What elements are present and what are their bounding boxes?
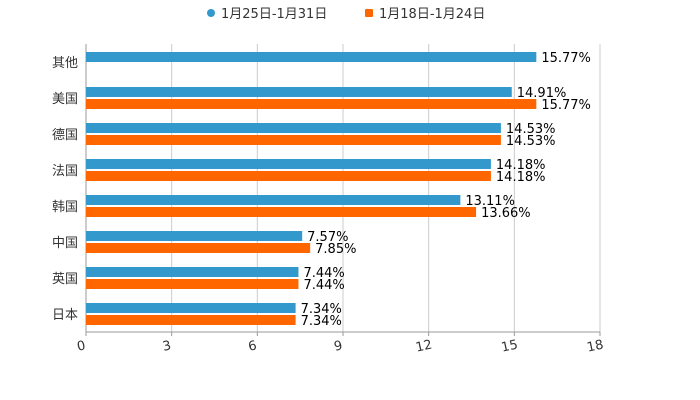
value-label-series-2: 14.53% — [506, 134, 556, 149]
bar-series-1 — [86, 231, 303, 241]
bar-series-2 — [86, 99, 537, 109]
value-label-series-1: 7.44% — [303, 266, 344, 281]
value-label-series-2: 7.44% — [303, 278, 344, 293]
x-tick-label: 6 — [247, 338, 258, 354]
category-label: 其他 — [52, 56, 78, 71]
bars — [86, 52, 537, 325]
x-tick-label: 0 — [76, 338, 87, 354]
category-label: 法国 — [52, 164, 78, 179]
bar-series-1 — [86, 123, 501, 133]
value-label-series-2: 13.66% — [481, 206, 531, 221]
category-label: 英国 — [52, 272, 78, 287]
bar-series-2 — [86, 279, 299, 289]
category-label: 德国 — [52, 128, 78, 143]
bar-series-1 — [86, 195, 461, 205]
bar-series-2 — [86, 315, 296, 325]
bar-series-2 — [86, 171, 491, 181]
bar-series-2 — [86, 243, 311, 253]
bar-series-1 — [86, 87, 512, 97]
bar-series-1 — [86, 159, 491, 169]
value-label-series-1: 7.57% — [307, 230, 348, 245]
value-label-series-2: 7.85% — [315, 242, 356, 257]
legend-marker-series-1 — [207, 9, 215, 17]
value-label-series-2: 7.34% — [301, 314, 342, 329]
category-label: 韩国 — [52, 200, 78, 215]
x-tick-label: 15 — [500, 338, 519, 356]
bar-series-1 — [86, 303, 296, 313]
value-labels: 15.77%14.91%15.77%14.53%14.53%14.18%14.1… — [301, 51, 591, 329]
value-label-series-1: 13.11% — [465, 194, 515, 209]
value-label-series-2: 15.77% — [541, 98, 591, 113]
x-tick-label: 9 — [333, 338, 344, 354]
value-label-series-1: 14.53% — [506, 122, 556, 137]
bar-series-2 — [86, 207, 477, 217]
category-label: 日本 — [52, 308, 78, 323]
x-tick-label: 12 — [414, 338, 433, 356]
x-tick-label: 18 — [586, 338, 605, 356]
category-label: 中国 — [52, 236, 78, 251]
bar-series-2 — [86, 135, 501, 145]
legend-marker-series-2 — [365, 9, 373, 17]
value-label-series-2: 14.18% — [496, 170, 546, 185]
legend-label-series-2: 1月18日-1月24日 — [379, 7, 485, 22]
bar-series-1 — [86, 267, 299, 277]
value-label-series-1: 7.34% — [301, 302, 342, 317]
value-label-series-1: 15.77% — [541, 51, 591, 66]
value-label-series-1: 14.18% — [496, 158, 546, 173]
x-tick-label: 3 — [161, 338, 172, 354]
bar-series-1 — [86, 52, 537, 62]
legend-label-series-1: 1月25日-1月31日 — [221, 7, 327, 22]
category-label: 美国 — [52, 92, 78, 107]
value-label-series-1: 14.91% — [517, 86, 567, 101]
legend: 1月25日-1月31日 1月18日-1月24日 — [207, 7, 485, 22]
x-axis: 0 3 6 9 12 15 18 — [76, 331, 605, 356]
